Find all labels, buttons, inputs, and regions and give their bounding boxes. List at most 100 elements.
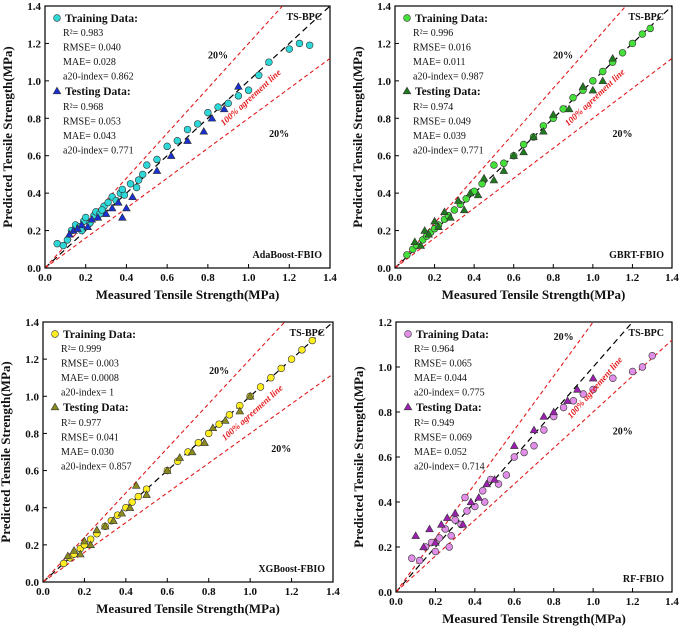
test-point xyxy=(73,224,82,232)
y-tick-label: 1.2 xyxy=(27,38,41,50)
train-point xyxy=(128,498,136,506)
train-point xyxy=(183,125,192,134)
train-point xyxy=(609,374,617,382)
test-point xyxy=(416,241,426,249)
test-point xyxy=(489,175,499,184)
train-point xyxy=(234,92,243,100)
training-stat: MAE= 0.044 xyxy=(414,373,467,384)
training-stat: RMSE= 0.065 xyxy=(414,359,472,370)
train-point xyxy=(214,103,222,111)
test-point xyxy=(437,520,446,528)
y-tick-label: 0.4 xyxy=(378,497,392,509)
train-point xyxy=(502,471,511,479)
plot-frame xyxy=(394,5,673,269)
test-point xyxy=(117,508,127,517)
test-point xyxy=(548,110,558,118)
test-point xyxy=(101,209,111,217)
scatter-points xyxy=(403,24,654,259)
training-legend-marker xyxy=(404,330,412,338)
x-tick-label: 1.4 xyxy=(326,586,340,598)
y-axis-title: Predicted Tensile Strength(MPa) xyxy=(0,361,13,543)
train-point xyxy=(277,364,285,373)
x-tick-label: 0.6 xyxy=(160,586,174,598)
testing-stat: MAE= 0.043 xyxy=(63,131,116,142)
train-point xyxy=(447,532,455,540)
test-point xyxy=(453,196,463,204)
y-tick-label: 0.8 xyxy=(25,428,39,440)
x-tick-label: 0.8 xyxy=(546,272,560,284)
test-point xyxy=(122,203,131,212)
test-point xyxy=(208,423,218,432)
training-stat: MAE= 0.011 xyxy=(413,57,466,68)
train-point xyxy=(569,93,577,102)
training-stat: RMSE= 0.040 xyxy=(63,43,121,54)
train-point xyxy=(648,352,656,360)
x-tick-label: 1.0 xyxy=(242,272,256,284)
train-point xyxy=(305,41,314,49)
dataset-label: TS-BPC xyxy=(289,328,325,339)
test-point xyxy=(63,551,73,560)
train-point xyxy=(510,453,518,461)
x-tick-label: 1.4 xyxy=(665,272,679,284)
y-tick-label: 1.2 xyxy=(377,38,391,50)
training-stat: a20-index= 0.862 xyxy=(63,72,134,83)
test-point xyxy=(234,82,243,90)
x-tick-label: 1.0 xyxy=(586,596,600,608)
test-point xyxy=(93,213,103,221)
y-tick-label: 1.4 xyxy=(27,1,41,13)
test-point xyxy=(588,373,598,382)
train-point xyxy=(451,516,459,524)
y-tick-label: 1.0 xyxy=(377,76,391,88)
test-point xyxy=(564,104,574,113)
test-point xyxy=(245,391,255,400)
y-tick-label: 1.2 xyxy=(378,317,392,329)
upper-20-label: 20% xyxy=(209,366,229,377)
dataset-label: TS-BPC xyxy=(286,12,322,23)
x-tick-label: 0.4 xyxy=(468,596,482,608)
y-tick-label: 0.8 xyxy=(27,113,41,125)
y-tick-label: 0.0 xyxy=(27,263,41,275)
upper-20-line xyxy=(43,322,286,582)
test-point xyxy=(166,151,176,159)
y-tick-label: 0.4 xyxy=(377,188,391,200)
train-point xyxy=(53,239,61,248)
testing-stat: MAE= 0.039 xyxy=(413,131,466,142)
test-point xyxy=(77,220,86,229)
y-tick-label: 0.2 xyxy=(25,540,39,552)
legend-stats: Training Data: R²= 0.996 RMSE= 0.016 MAE= 0… xyxy=(402,13,488,157)
train-point xyxy=(204,108,212,117)
train-point xyxy=(193,120,202,128)
train-point xyxy=(435,534,444,542)
x-tick-label: 0.6 xyxy=(507,272,521,284)
model-label: XGBoost-FBIO xyxy=(258,564,325,575)
train-point xyxy=(519,140,528,149)
legend-stats: Training Data: R²= 0.999 RMSE= 0.003 MAE= 0… xyxy=(50,329,136,473)
y-tick-label: 1.0 xyxy=(25,391,39,403)
train-point xyxy=(646,24,654,33)
train-point xyxy=(153,155,161,164)
y-tick-label: 1.2 xyxy=(25,354,39,366)
panel-rf-fbio: 0.0 0.2 0.4 0.6 0.8 1.0 1.2 1.4 0.0 0.2 0.4 0.6 0.8 1… xyxy=(351,317,679,626)
testing-legend-marker xyxy=(402,86,412,95)
training-legend-title: Training Data: xyxy=(65,13,138,25)
x-tick-label: 0.2 xyxy=(428,272,442,284)
train-point xyxy=(579,390,587,398)
train-point xyxy=(530,442,538,450)
x-tick-label: 1.2 xyxy=(626,596,640,608)
x-tick-label: 0.0 xyxy=(389,596,403,608)
x-tick-label: 0.4 xyxy=(119,586,133,598)
y-tick-label: 0.0 xyxy=(377,263,391,275)
scatter-points xyxy=(60,336,316,568)
train-point xyxy=(63,236,72,244)
train-point xyxy=(478,180,486,188)
y-tick-label: 1.4 xyxy=(377,1,391,13)
x-axis-title: Measured Tensile Strength(MPa) xyxy=(442,611,626,626)
y-tick-label: 0.6 xyxy=(377,151,391,163)
training-stat: RMSE= 0.003 xyxy=(61,359,119,370)
test-point xyxy=(442,513,452,521)
testing-stat: RMSE= 0.069 xyxy=(414,433,472,444)
test-point xyxy=(107,203,117,212)
train-point xyxy=(163,142,171,151)
test-point xyxy=(128,192,137,201)
train-point xyxy=(255,71,263,79)
